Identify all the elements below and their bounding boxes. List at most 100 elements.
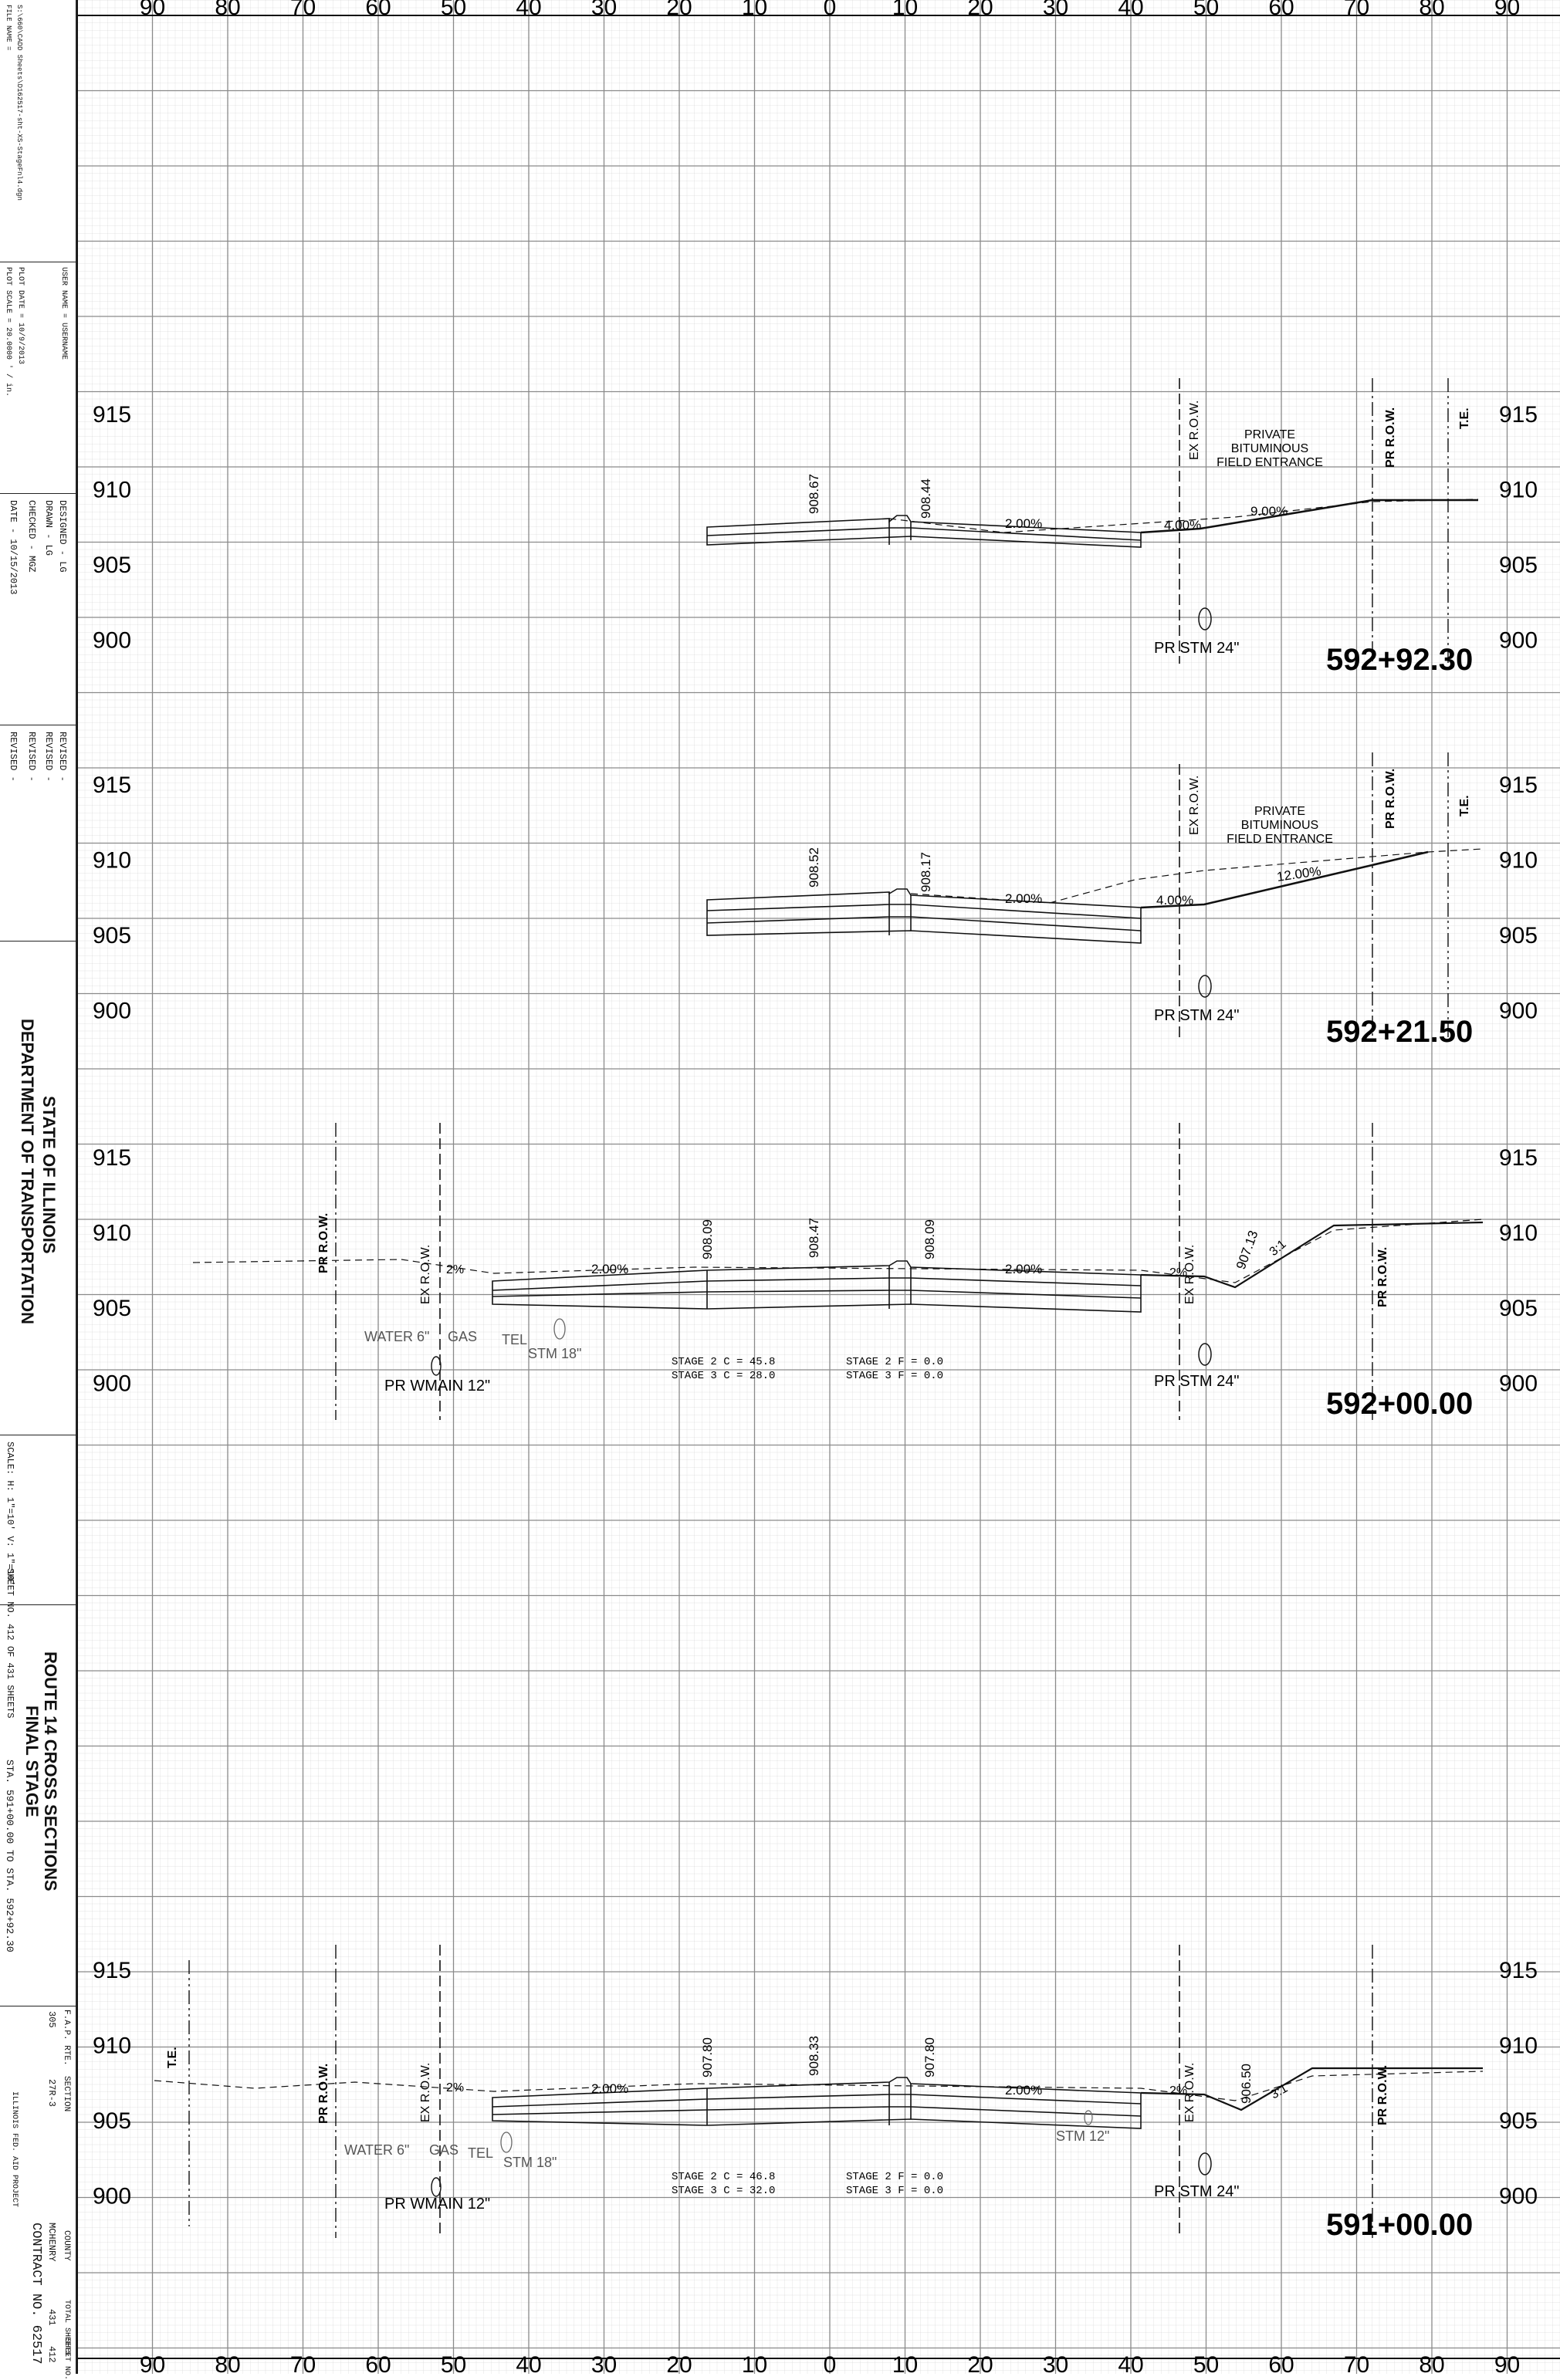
elevation-label-right: 910 <box>1499 478 1538 503</box>
fed-aid-project: ILLINOIS FED. AID PROJECT <box>10 2091 19 2208</box>
user-name: USER NAME = USERNAME <box>59 267 68 360</box>
storm-label: PR STM 24" <box>1154 640 1239 657</box>
checked-by: CHECKED - MGZ <box>26 500 37 573</box>
offset-label: 30 <box>591 0 617 20</box>
offset-label: 80 <box>1419 2352 1444 2374</box>
offset-label: 10 <box>742 2352 767 2374</box>
row-label: EX R.O.W. <box>419 1245 432 1304</box>
drawn-by: DRAWN - LG <box>43 500 54 556</box>
elevation-label: 906.50 <box>1239 2064 1254 2104</box>
revised: REVISED - <box>26 732 37 782</box>
offset-label: 0 <box>824 0 837 20</box>
offset-label: 70 <box>290 2352 316 2374</box>
existing-ground-line <box>154 2071 1484 2101</box>
pavement-profile <box>706 888 1142 944</box>
elevation-label-right: 908.44 <box>919 478 933 519</box>
elevation-labels: 915 915 910 910 905 905 900 900 <box>93 402 1538 654</box>
offset-label: 30 <box>591 2352 617 2374</box>
elevation-labels: 915 915 910 910 905 905 900 900 <box>93 1145 1538 1397</box>
slope-label: 2% <box>1169 1266 1187 1280</box>
row-label: EX R.O.W. <box>419 2063 432 2122</box>
note-text: BITUMINOUS <box>1231 442 1308 455</box>
storm-label: PR STM 24" <box>1154 1007 1239 1024</box>
elevation-label-left: 910 <box>93 2033 131 2059</box>
note-text: PRIVATE <box>1244 428 1295 441</box>
offset-label: 40 <box>516 0 541 20</box>
elevation-label-right: 910 <box>1499 1221 1538 1246</box>
slope-label: 2.00% <box>1005 891 1042 906</box>
offset-label: 10 <box>892 0 918 20</box>
offset-label: 90 <box>140 2352 165 2374</box>
storm-12-circle <box>1084 2110 1093 2125</box>
agency-line1: STATE OF ILLINOIS <box>39 1096 59 1254</box>
stage-note: STAGE 3 C = 28.0 <box>672 1370 775 1382</box>
proposed-grade-line <box>1140 850 1429 909</box>
county-label: COUNTY <box>62 2230 71 2261</box>
storm-label: PR STM 24" <box>1154 1373 1239 1390</box>
elevation-label-left: 915 <box>93 1958 131 1983</box>
utility-label: WATER 6" <box>364 1329 429 1344</box>
existing-ground-line <box>910 848 1484 904</box>
elevation-label-left: 910 <box>93 1221 131 1246</box>
offset-label: 50 <box>441 2352 466 2374</box>
slope-label: 2.00% <box>1005 2083 1042 2098</box>
utility-label: GAS <box>448 1329 477 1344</box>
watermain-circle <box>431 2177 442 2197</box>
station-range: STA. 591+00.00 TO STA. 592+92.30 <box>4 1760 15 1952</box>
offset-label: 60 <box>1268 0 1294 20</box>
offset-label: 40 <box>516 2352 541 2374</box>
sheet-title-line1: ROUTE 14 CROSS SECTIONS <box>41 1651 60 1891</box>
elevation-label-right: 910 <box>1499 848 1538 874</box>
elevation-label-left: 905 <box>93 1296 131 1321</box>
utility-label: TEL <box>468 2145 493 2161</box>
row-label: EX R.O.W. <box>1183 1245 1196 1304</box>
storm-pipe-circle <box>1198 607 1212 630</box>
offset-label: 70 <box>290 0 316 20</box>
revision-cell: REVISED - REVISED - REVISED - REVISED - <box>0 725 76 942</box>
offset-label: 60 <box>1268 2352 1294 2374</box>
offset-label: 80 <box>215 0 240 20</box>
sheet-title-cell: ROUTE 14 CROSS SECTIONS FINAL STAGE STA.… <box>0 1605 76 2006</box>
proposed-grade-line <box>1140 1221 1484 1289</box>
stage-note: STAGE 2 C = 46.8 <box>672 2171 775 2183</box>
offset-label: 10 <box>742 0 767 20</box>
row-label: EX R.O.W. <box>1188 776 1201 835</box>
contract-number: CONTRACT NO. 62517 <box>29 2223 43 2365</box>
elevation-label-left: 905 <box>93 2108 131 2134</box>
storm-18-circle <box>500 2132 513 2153</box>
note-text: PRIVATE <box>1254 805 1305 818</box>
section-label: SECTION <box>62 2076 71 2112</box>
stage-note: STAGE 3 F = 0.0 <box>846 2185 943 2197</box>
storm-18-circle <box>553 1318 566 1340</box>
section-592-92-30: 915 915 910 910 905 905 900 900 908.67 908.44 2… <box>93 378 1538 677</box>
scale: SCALE: H: 1"=10' V: 1"=10' <box>5 1442 15 1587</box>
offset-label: 50 <box>441 0 466 20</box>
slope-label: 2.00% <box>591 1262 628 1276</box>
file-name: S:\660\CADD Sheets\D162517-sht-XS-StageF… <box>15 5 23 201</box>
offset-label: 0 <box>824 2352 837 2374</box>
slope-label: 2.00% <box>1005 516 1042 531</box>
offset-label: 30 <box>1043 0 1068 20</box>
elevation-label: 907.80 <box>700 2037 715 2077</box>
sheet-title-line2: FINAL STAGE <box>22 1706 42 1817</box>
elevation-label-right: 905 <box>1499 923 1538 948</box>
elevation-label-left: 900 <box>93 2184 131 2209</box>
elevation-label-left: 900 <box>93 628 131 654</box>
agency-cell: STATE OF ILLINOIS DEPARTMENT OF TRANSPOR… <box>0 942 76 1435</box>
pavement-profile <box>492 1260 1142 1313</box>
row-label: EX R.O.W. <box>1183 2063 1196 2122</box>
storm-label: PR STM 24" <box>1154 2183 1239 2200</box>
bottom-offset-labels: 90 80 70 60 50 40 30 20 10 0 10 20 30 40 50 60 70 80 90 <box>140 2352 1520 2374</box>
offset-label: 20 <box>967 2352 993 2374</box>
elevation-label-right: 908.17 <box>919 852 933 892</box>
fap-rte-label: F.A.P. RTE. <box>62 2010 71 2066</box>
designer-cell: DESIGNED - LG DRAWN - LG CHECKED - MGZ D… <box>0 494 76 725</box>
offset-label: 90 <box>1494 0 1520 20</box>
elevation-label-left: 905 <box>93 923 131 948</box>
elevation-label-left: 900 <box>93 999 131 1024</box>
section-592-00-00: 915 915 910 910 905 905 900 900 908.09 908.47 9… <box>93 1123 1538 1421</box>
utility-label: PR WMAIN 12" <box>384 1378 490 1395</box>
elevation-label-left: 915 <box>93 1145 131 1171</box>
utility-label: TEL <box>502 1332 527 1347</box>
